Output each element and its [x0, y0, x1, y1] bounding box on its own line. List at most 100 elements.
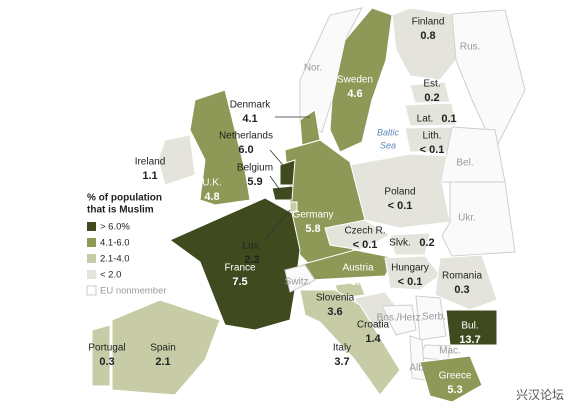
country-name: Bul. — [461, 321, 478, 332]
legend-title: that is Muslim — [87, 205, 154, 216]
country-name: Portugal — [88, 343, 125, 354]
country-value: 13.7 — [459, 334, 480, 346]
belarus — [441, 126, 506, 183]
belgium — [271, 185, 294, 201]
land — [91, 7, 526, 403]
country-name: Poland — [384, 187, 415, 198]
country-name: Spain — [150, 343, 176, 354]
denmark — [299, 109, 321, 146]
nonmember-label: Bel. — [456, 158, 473, 169]
country-value: 2.3 — [244, 254, 259, 266]
italy — [299, 289, 401, 396]
bosnia — [381, 304, 417, 336]
finland — [391, 7, 457, 81]
country-name: Ireland — [135, 157, 166, 168]
country-value: 2.1 — [155, 356, 170, 368]
country-name: Czech R. — [344, 226, 385, 237]
legend-swatch — [87, 222, 96, 231]
sweden — [329, 7, 393, 153]
france — [169, 197, 301, 331]
country-name: Lux. — [243, 241, 262, 252]
country-value: 0.1 — [441, 113, 456, 125]
country-value: < 0.1 — [398, 276, 423, 288]
legend-swatch — [86, 285, 97, 296]
country-name: Slvk. — [389, 238, 411, 249]
poland — [349, 153, 451, 229]
leader-line — [265, 209, 291, 239]
labels: Finland 0.8 Sweden 4.6 Est. 0.2 Lat. 0.1 Lith. < … — [88, 17, 482, 396]
serbia — [415, 295, 447, 341]
legend-title: % of population — [87, 193, 162, 204]
country-name: Lat. — [417, 114, 434, 125]
nonmember-label: Nor. — [304, 63, 322, 74]
ukraine — [441, 181, 516, 257]
greece — [419, 355, 483, 403]
sea-label: Baltic — [377, 127, 400, 137]
nonmember-label: Ukr. — [458, 213, 476, 224]
leader-lines — [265, 116, 310, 239]
country-value: 0.3 — [99, 356, 114, 368]
sea-label: Sea — [380, 140, 396, 150]
switzerland — [284, 264, 316, 293]
legend-swatch — [87, 254, 96, 263]
nonmember-label: Alb. — [409, 363, 426, 374]
watermark: 兴汉论坛 — [516, 388, 564, 402]
country-value: 4.8 — [204, 191, 219, 203]
country-name: Finland — [412, 17, 445, 28]
country-name: Denmark — [230, 100, 272, 111]
country-name: Hungary — [391, 263, 429, 274]
country-name: France — [224, 263, 256, 274]
luxembourg — [289, 201, 298, 213]
netherlands — [279, 159, 296, 186]
country-name: Est. — [423, 79, 440, 90]
legend-label: 2.1-4.0 — [100, 254, 130, 265]
nonmember-label: Mac. — [439, 346, 461, 357]
country-value: 7.5 — [232, 276, 247, 288]
country-value: < 0.1 — [353, 239, 378, 251]
leader-line — [269, 175, 281, 191]
bulgaria — [445, 309, 498, 346]
country-name: Romania — [442, 271, 482, 282]
romania — [434, 254, 498, 311]
leader-line — [269, 149, 284, 166]
country-name: Austria — [342, 263, 374, 274]
country-name: Sweden — [337, 75, 373, 86]
nonmember-label: Switz. — [285, 277, 312, 288]
country-value: 5.3 — [447, 384, 462, 396]
uk — [189, 89, 251, 206]
nonmember-label: Serb. — [422, 312, 446, 323]
country-value: 0.2 — [424, 92, 439, 104]
country-value: 5.4 — [350, 276, 366, 288]
country-value: < 0.1 — [388, 200, 413, 212]
nonmember-label: Bos./Herz. — [377, 313, 424, 324]
country-value: < 0.1 — [420, 144, 445, 156]
country-name: Greece — [439, 371, 472, 382]
latvia — [404, 102, 457, 127]
legend-swatch — [87, 270, 96, 279]
legend-label: 4.1-6.0 — [100, 238, 130, 249]
country-value: 0.2 — [419, 237, 434, 249]
country-name: Slovenia — [316, 293, 355, 304]
country-value: 0.8 — [420, 30, 435, 42]
country-value: 4.6 — [347, 88, 362, 100]
country-value: 3.7 — [334, 356, 349, 368]
estonia — [409, 81, 451, 104]
country-name: Italy — [333, 343, 351, 354]
country-value: 6.0 — [238, 144, 253, 156]
country-value: 1.1 — [142, 170, 157, 182]
legend-swatch — [87, 238, 96, 247]
hungary — [384, 255, 441, 291]
country-name: Croatia — [357, 320, 390, 331]
country-name: U.K. — [202, 178, 221, 189]
slovakia — [389, 232, 431, 256]
country-value: 4.1 — [242, 113, 257, 125]
legend-label: < 2.0 — [100, 270, 121, 281]
country-name: Netherlands — [219, 131, 273, 142]
country-value: 5.8 — [305, 223, 320, 235]
country-name: Germany — [292, 210, 333, 221]
nonmember-label: Rus. — [460, 42, 481, 53]
country-name: Lith. — [423, 131, 442, 142]
country-value: 5.9 — [247, 176, 262, 188]
country-name: Belgium — [237, 163, 273, 174]
czech — [324, 219, 392, 251]
